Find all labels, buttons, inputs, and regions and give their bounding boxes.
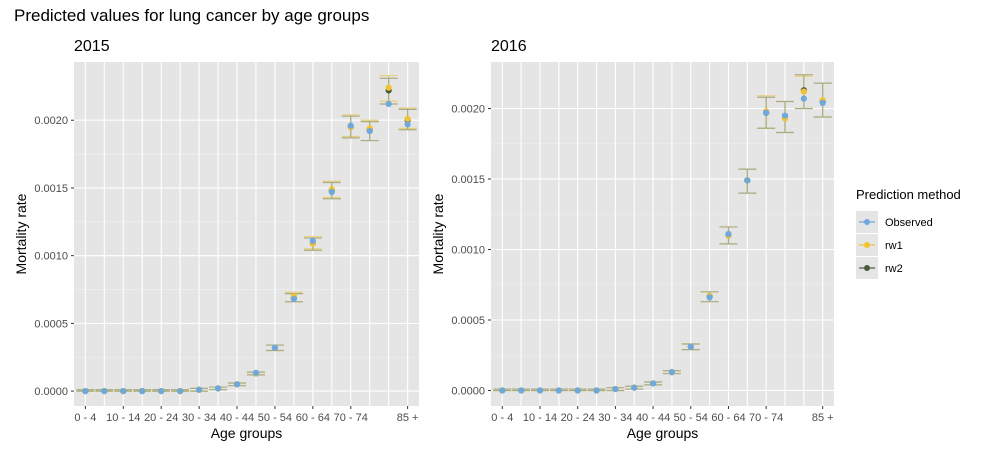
point-Observed xyxy=(725,230,732,238)
panel-title: 2015 xyxy=(74,38,110,55)
legend-key-point xyxy=(864,242,870,248)
y-tick-label: 0.0000 xyxy=(451,385,485,397)
point-Observed xyxy=(309,237,316,244)
point-Observed xyxy=(499,387,506,394)
point-Observed xyxy=(404,121,411,128)
point-rw1 xyxy=(385,84,392,91)
legend: Prediction method Observed rw1 rw2 xyxy=(856,187,961,279)
y-tick-label: 0.0005 xyxy=(451,315,485,327)
legend-key-point xyxy=(864,265,870,271)
legend-title: Prediction method xyxy=(856,187,961,202)
x-axis-title: Age groups xyxy=(627,425,699,441)
x-tick-label: 50 - 54 xyxy=(258,412,292,424)
point-Observed xyxy=(536,387,544,394)
point-Observed xyxy=(120,388,127,395)
point-Observed xyxy=(687,343,694,350)
y-tick-label: 0.0010 xyxy=(451,245,485,257)
x-tick-label: 0 - 4 xyxy=(491,412,513,424)
legend-key-point xyxy=(864,219,870,225)
point-Observed xyxy=(706,294,713,301)
point-Observed xyxy=(649,380,657,387)
point-Observed xyxy=(82,388,89,395)
x-tick-label: 20 - 24 xyxy=(561,412,595,424)
main-title: Predicted values for lung cancer by age … xyxy=(14,6,369,25)
point-Observed xyxy=(631,384,638,391)
panel-2015: 0.0000 0.0005 0.0010 0.0015 0.0020 0 - 4 10 - … xyxy=(13,38,419,441)
legend-item-rw2: rw2 xyxy=(856,257,903,279)
point-rw1 xyxy=(800,88,807,95)
point-Observed xyxy=(518,387,525,394)
point-Observed xyxy=(593,387,600,394)
y-tick-label: 0.0000 xyxy=(34,386,68,398)
point-Observed xyxy=(668,369,676,376)
point-Observed xyxy=(781,112,789,119)
point-Observed xyxy=(139,388,146,395)
legend-item-Observed: Observed xyxy=(856,211,933,233)
point-Observed xyxy=(252,369,260,376)
point-Observed xyxy=(800,95,807,102)
legend-item-rw1: rw1 xyxy=(856,234,903,256)
y-tick-label: 0.0015 xyxy=(451,174,485,186)
point-rw1 xyxy=(404,115,411,122)
x-tick-label: 50 - 54 xyxy=(674,412,708,424)
y-axis-title: Mortality rate xyxy=(13,193,29,274)
legend-label: rw1 xyxy=(885,240,903,252)
point-Observed xyxy=(612,385,619,393)
x-tick-label: 85 + xyxy=(397,412,419,424)
y-tick-label: 0.0020 xyxy=(451,104,485,116)
y-tick-label: 0.0020 xyxy=(34,115,68,127)
x-tick-label: 30 - 34 xyxy=(182,412,216,424)
point-Observed xyxy=(290,295,297,303)
panel-title: 2016 xyxy=(491,38,527,55)
x-tick-label: 40 - 44 xyxy=(636,412,670,424)
point-Observed xyxy=(233,381,241,388)
point-Observed xyxy=(819,99,826,106)
point-Observed xyxy=(555,387,562,394)
x-axis-title: Age groups xyxy=(211,425,283,441)
point-Observed xyxy=(177,388,184,395)
point-Observed xyxy=(196,386,203,393)
plot-background xyxy=(491,62,834,406)
point-Observed xyxy=(271,344,279,351)
point-Observed xyxy=(328,188,335,196)
x-tick-label: 10 - 14 xyxy=(106,412,140,424)
x-tick-label: 85 + xyxy=(812,412,834,424)
point-Observed xyxy=(744,177,751,184)
x-tick-label: 20 - 24 xyxy=(144,412,178,424)
x-tick-label: 0 - 4 xyxy=(74,412,96,424)
point-Observed xyxy=(763,109,770,116)
panel-2016: 0.0000 0.0005 0.0010 0.0015 0.0020 0 - 4 10 - … xyxy=(430,38,834,441)
legend-label: Observed xyxy=(885,217,933,229)
point-Observed xyxy=(158,388,165,395)
y-tick-label: 0.0015 xyxy=(34,183,68,195)
plot-background xyxy=(74,62,419,406)
point-Observed xyxy=(214,385,222,392)
x-tick-label: 60 - 64 xyxy=(296,412,330,424)
point-Observed xyxy=(347,122,354,129)
x-tick-label: 30 - 34 xyxy=(598,412,632,424)
x-tick-label: 40 - 44 xyxy=(220,412,254,424)
x-tick-label: 10 - 14 xyxy=(523,412,557,424)
x-tick-label: 70 - 74 xyxy=(749,412,783,424)
y-tick-label: 0.0005 xyxy=(34,318,68,330)
x-tick-label: 60 - 64 xyxy=(711,412,745,424)
y-axis-title: Mortality rate xyxy=(430,193,446,274)
y-tick-label: 0.0010 xyxy=(34,251,68,263)
legend-label: rw2 xyxy=(885,263,903,275)
point-Observed xyxy=(366,127,373,135)
point-Observed xyxy=(385,100,392,108)
x-tick-label: 70 - 74 xyxy=(334,412,368,424)
point-Observed xyxy=(101,388,108,395)
point-Observed xyxy=(574,387,581,394)
